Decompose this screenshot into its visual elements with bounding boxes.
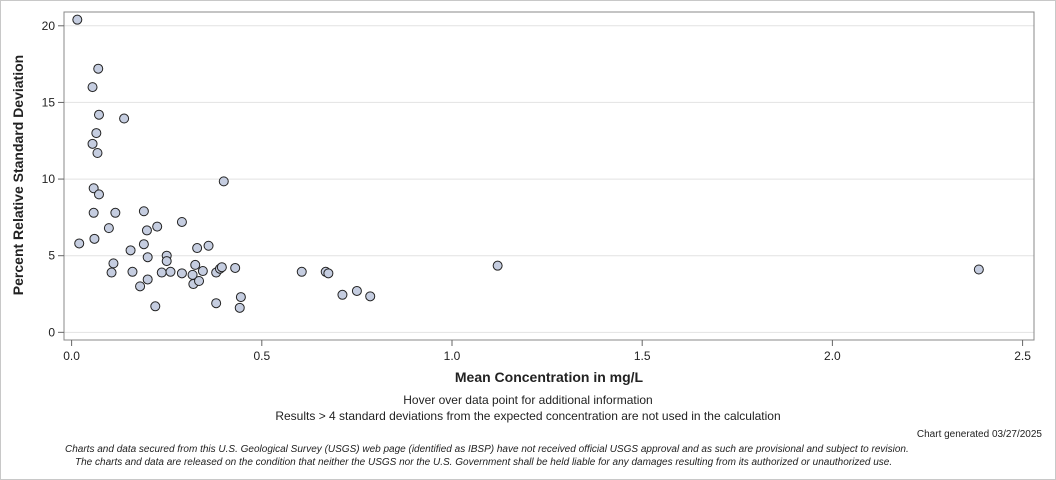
data-point[interactable] [152, 221, 163, 232]
x-axis-label: Mean Concentration in mg/L [455, 369, 644, 385]
data-point[interactable] [973, 264, 984, 275]
y-axis-ticks: 0 5 10 15 20 [42, 19, 64, 339]
y-tick-label: 0 [48, 325, 55, 339]
data-point[interactable] [365, 291, 376, 302]
data-point[interactable] [92, 148, 103, 159]
data-point[interactable] [138, 239, 149, 250]
x-tick-label: 1.0 [444, 349, 461, 363]
x-tick-label: 2.0 [824, 349, 841, 363]
x-tick-label: 0.0 [63, 349, 80, 363]
data-point[interactable] [337, 289, 348, 300]
x-tick-label: 2.5 [1014, 349, 1031, 363]
data-point[interactable] [165, 266, 176, 277]
data-point[interactable] [230, 262, 241, 273]
data-point[interactable] [192, 243, 203, 254]
y-tick-label: 20 [42, 19, 56, 33]
data-point[interactable] [234, 302, 245, 313]
data-point[interactable] [150, 301, 161, 312]
data-point[interactable] [135, 281, 146, 292]
data-point[interactable] [110, 207, 121, 218]
x-tick-label: 0.5 [253, 349, 270, 363]
data-point[interactable] [156, 267, 167, 278]
data-point[interactable] [93, 63, 104, 74]
hover-note: Hover over data point for additional inf… [403, 393, 653, 407]
data-point[interactable] [125, 245, 136, 256]
data-point[interactable] [93, 109, 104, 120]
x-axis-ticks: 0.0 0.5 1.0 1.5 2.0 2.5 [63, 340, 1031, 363]
data-point[interactable] [87, 138, 98, 149]
data-point[interactable] [194, 275, 205, 286]
chart-generated-date: Chart generated 03/27/2025 [916, 429, 1042, 440]
data-point[interactable] [138, 206, 149, 217]
exclusion-note: Results > 4 standard deviations from the… [275, 409, 781, 423]
data-point[interactable] [72, 14, 83, 25]
disclaimer-line-2: The charts and data are released on the … [75, 457, 893, 468]
data-point[interactable] [87, 82, 98, 93]
data-point[interactable] [142, 274, 153, 285]
data-point[interactable] [93, 189, 104, 200]
y-tick-label: 15 [42, 95, 56, 109]
data-point[interactable] [108, 258, 119, 269]
data-point[interactable] [190, 259, 201, 270]
data-point[interactable] [351, 285, 362, 296]
data-point[interactable] [106, 267, 117, 278]
data-point[interactable] [492, 260, 503, 271]
scatter-chart: 0 5 10 15 20 0.0 0.5 1.0 1.5 2.0 2.5 Mean Concent… [10, 11, 1035, 385]
data-point[interactable] [211, 298, 222, 309]
data-point[interactable] [197, 266, 208, 277]
data-point[interactable] [203, 240, 214, 251]
data-point[interactable] [74, 238, 85, 249]
data-point[interactable] [141, 225, 152, 236]
gridlines [64, 25, 1034, 333]
data-point[interactable] [216, 262, 227, 273]
data-points [72, 14, 984, 313]
data-point[interactable] [142, 252, 153, 263]
data-point[interactable] [127, 266, 138, 277]
data-point[interactable] [176, 268, 187, 279]
y-tick-label: 10 [42, 172, 56, 186]
data-point[interactable] [218, 176, 229, 187]
x-tick-label: 1.5 [634, 349, 651, 363]
data-point[interactable] [161, 256, 172, 267]
data-point[interactable] [88, 207, 99, 218]
data-point[interactable] [296, 266, 307, 277]
data-point[interactable] [103, 223, 114, 234]
disclaimer-line-1: Charts and data secured from this U.S. G… [65, 444, 909, 455]
plot-area [63, 11, 1035, 341]
data-point[interactable] [176, 216, 187, 227]
data-point[interactable] [323, 268, 334, 279]
data-point[interactable] [235, 292, 246, 303]
data-point[interactable] [91, 128, 102, 139]
y-tick-label: 5 [48, 249, 55, 263]
y-axis-label: Percent Relative Standard Deviation [10, 55, 26, 295]
data-point[interactable] [89, 233, 100, 244]
data-point[interactable] [119, 113, 130, 124]
